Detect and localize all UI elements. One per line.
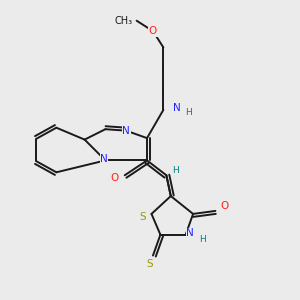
Text: H: H: [185, 108, 192, 117]
Text: N: N: [186, 228, 194, 238]
Text: S: S: [139, 212, 146, 222]
Text: O: O: [110, 173, 118, 183]
Text: H: H: [172, 166, 178, 175]
Text: N: N: [173, 103, 181, 113]
Text: N: N: [100, 154, 108, 164]
Text: N: N: [122, 126, 130, 136]
Text: O: O: [220, 202, 228, 212]
Text: H: H: [199, 235, 206, 244]
Text: CH₃: CH₃: [114, 16, 132, 26]
Text: O: O: [149, 26, 157, 36]
Text: S: S: [147, 260, 153, 269]
